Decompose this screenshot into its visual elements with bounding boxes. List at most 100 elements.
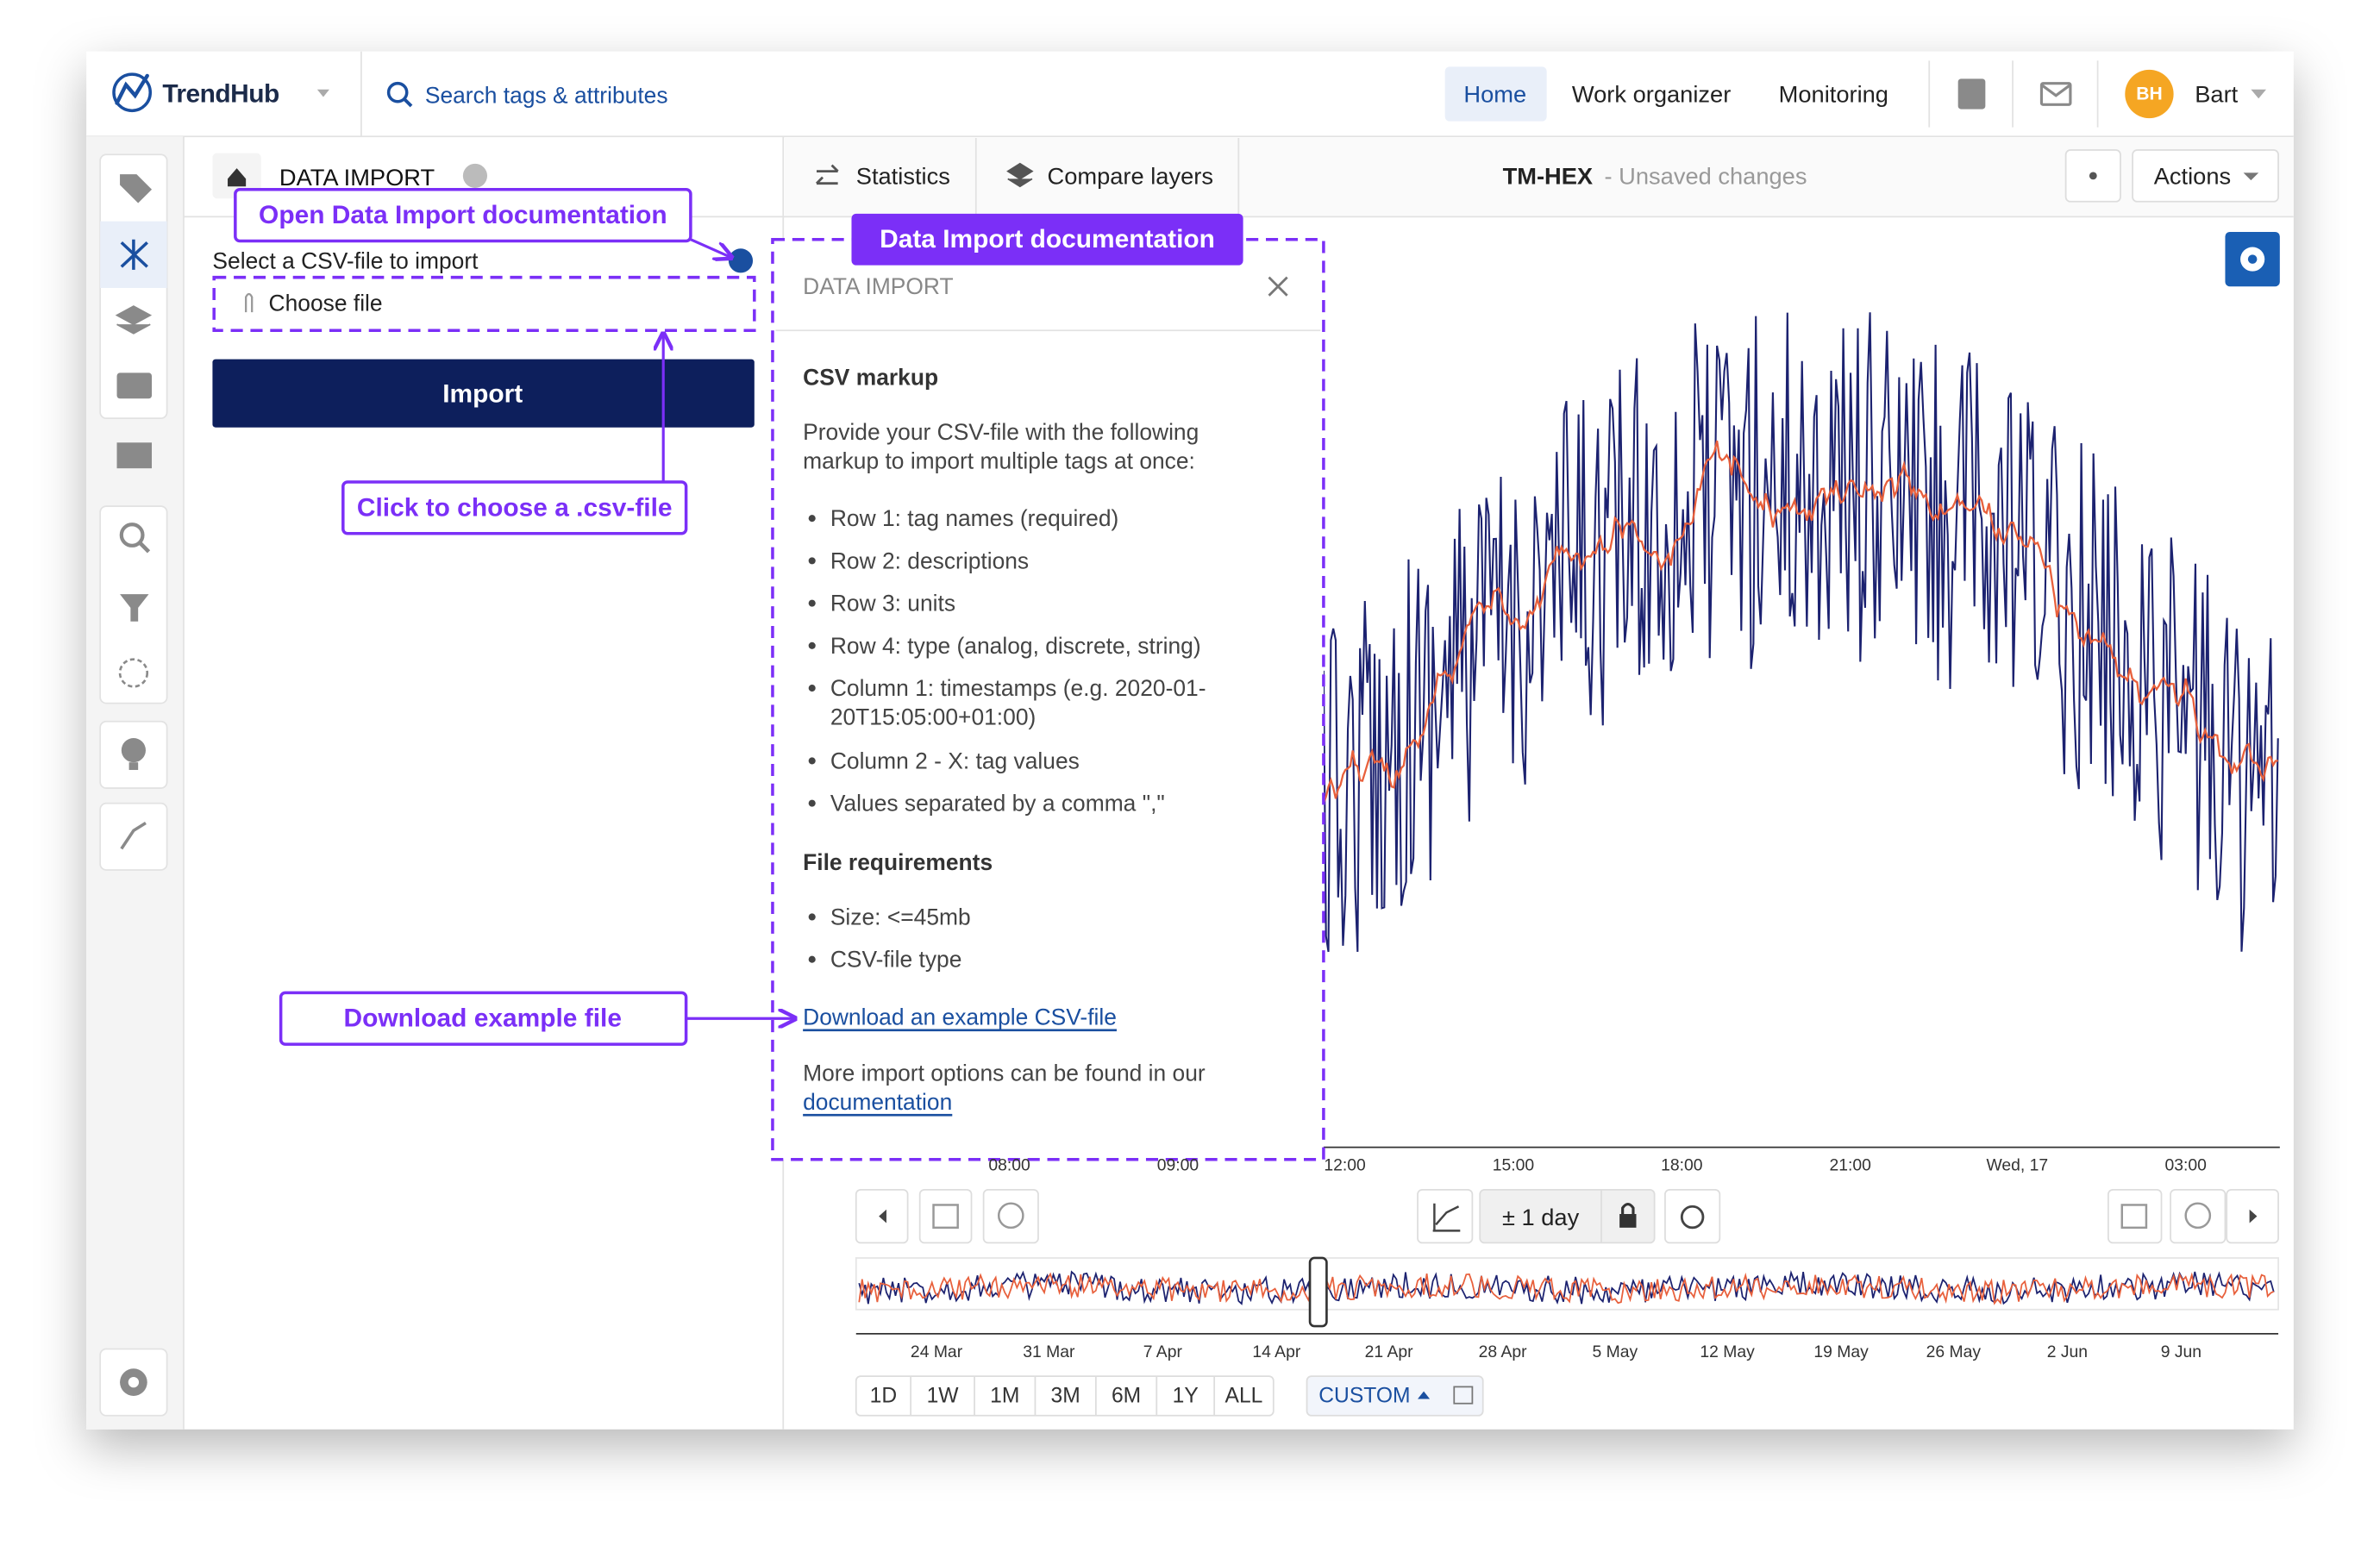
zoom-button[interactable]: 3M [1051,1384,1080,1407]
icon-part [910,1376,1216,1416]
import-button-label[interactable]: Import [442,380,523,409]
bullet [808,599,816,607]
icon-part [2243,172,2259,181]
icon-part [115,305,153,335]
overview-tick-label: 31 Mar [1023,1342,1075,1361]
custom-label[interactable]: CUSTOM [1318,1384,1410,1407]
file-button[interactable]: Choose file [269,291,383,316]
annotation-box [341,480,688,535]
sidebar [86,136,185,1430]
time-tick-label: 12:00 [1324,1156,1365,1175]
range-label[interactable]: ± 1 day [1502,1204,1580,1230]
time-tick-label: 15:00 [1493,1156,1534,1175]
icon-part [855,1189,2279,1244]
icon-part [402,97,413,108]
clock-button[interactable] [982,1189,1039,1244]
range-button[interactable] [1479,1189,1656,1244]
home-tab[interactable] [1444,66,1547,122]
view-status: - Unsaved changes [1605,162,1807,189]
mail-button[interactable] [2039,82,2072,106]
icon-part [1432,1203,1461,1232]
icon-part [120,822,147,850]
actions-button[interactable] [2132,149,2279,203]
bullet [808,641,816,649]
overview-tick-label: 12 May [1700,1342,1755,1361]
icon-part [2247,254,2258,264]
icon-part [2089,172,2097,180]
custom-button[interactable] [1306,1375,1484,1417]
bullet [808,557,816,565]
time-tick-label: 18:00 [1661,1156,1702,1175]
help-button[interactable] [1957,78,1986,110]
zoom-button[interactable]: 1Y [1173,1384,1199,1407]
avatar[interactable] [2125,69,2174,119]
icon-part [316,89,329,97]
doc-list-item: Row 4: type (analog, discrete, string) [830,633,1201,659]
icon-part [138,541,151,554]
field-label: Select a CSV-file to import [212,247,479,273]
chart-type-button[interactable] [1417,1189,1474,1244]
import-panel [183,136,785,1430]
doc-link[interactable]: documentation [803,1089,952,1115]
icon-part [128,1376,140,1388]
time-tick-label: 21:00 [1829,1156,1870,1175]
icon-part [2184,1202,2212,1230]
bullet [808,955,816,963]
doc-list-item: Values separated by a comma "," [830,791,1165,817]
file-input[interactable] [212,275,756,332]
actions-label[interactable]: Actions [2154,162,2231,189]
history-button[interactable] [1664,1189,1721,1244]
zoom-button[interactable]: 6M [1112,1384,1141,1407]
icon-part [119,523,145,548]
zoom-button[interactable]: 1D [870,1384,897,1407]
top-bar [86,51,2294,138]
overview-tick-label: 26 May [1926,1342,1982,1361]
nav-link[interactable]: Home [1463,80,1526,107]
zoom-button[interactable]: ALL [1225,1384,1263,1407]
icon-part [118,658,149,688]
bullet [808,685,816,692]
close-button[interactable] [1268,276,1288,297]
search-field[interactable]: Search tags & attributes [425,83,668,109]
download-link[interactable]: Download an example CSV-file [803,1004,1117,1030]
panel-title: DATA IMPORT [279,164,435,191]
overview-tick-label: 14 Apr [1252,1342,1300,1361]
help-icon[interactable] [728,248,754,273]
doc-list-item: CSV-file type [830,947,962,973]
icon-part [120,239,148,270]
overview-line [858,1272,2275,1305]
doc-heading: CSV markup [803,365,938,391]
calendar-button[interactable] [918,1189,973,1244]
import-button[interactable] [212,359,755,428]
icon-part [808,515,816,963]
overview-tick-label: 24 Mar [911,1342,963,1361]
clock-button[interactable] [2170,1189,2227,1244]
avatar-initials: BH [2136,84,2162,103]
tab[interactable]: Compare layers [1048,162,1213,189]
bullet [808,757,816,765]
icon-part [120,174,153,203]
time-tick-label: 03:00 [2164,1156,2206,1175]
nav-link[interactable]: Monitoring [1779,80,1888,107]
bullet [808,799,816,807]
calendar-button[interactable] [2108,1189,2163,1244]
overview-tick-label: 2 Jun [2047,1342,2088,1361]
icon-part [1621,1203,1635,1215]
nav-link[interactable]: Work organizer [1572,80,1731,107]
icon-part [1453,1386,1474,1405]
icon-part [858,1269,2275,1305]
zoom-button[interactable]: 1M [990,1384,1019,1407]
icon-part [99,802,168,871]
smoothed-line [1323,440,2278,804]
overview-handle[interactable] [1308,1256,1328,1328]
tab[interactable]: Statistics [856,162,950,189]
user-name[interactable]: Bart [2195,80,2238,107]
overview-tick-label: 7 Apr [1143,1342,1183,1361]
documentation-panel [771,237,1325,1161]
icon-part [771,237,1325,1161]
zoom-button[interactable]: 1W [927,1384,960,1407]
annotation-box [234,187,692,243]
series-line [1323,312,2279,953]
view-name: TM-HEX [1503,162,1594,189]
